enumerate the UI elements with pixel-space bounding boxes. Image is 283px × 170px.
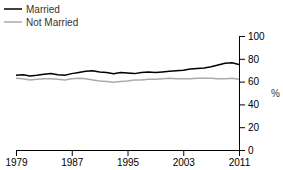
x-tick: 1987 — [61, 150, 84, 168]
chart: 1979 1987 1995 2003 20110 20 40 60 80 100% Married… — [0, 0, 283, 170]
y-tick: 20 — [239, 122, 260, 133]
x-tick: 1979 — [5, 150, 28, 168]
y-tick-mark — [239, 104, 245, 105]
y-tick: 0 — [239, 145, 254, 156]
x-axis: 1979 1987 1995 2003 2011 — [5, 150, 250, 168]
y-tick-label: 100 — [248, 31, 265, 42]
x-tick-label: 2011 — [229, 157, 251, 168]
legend-item: Not Married — [4, 17, 78, 28]
y-axis: 0 20 40 60 80 100 — [239, 31, 265, 156]
x-axis-line — [17, 151, 240, 157]
x-tick-label: 1979 — [5, 157, 28, 168]
y-tick-label: 40 — [248, 99, 260, 110]
x-tick-mark — [72, 150, 73, 156]
plot-area — [16, 63, 239, 82]
y-tick-mark — [239, 127, 245, 128]
series-line — [16, 78, 239, 82]
legend-swatch — [4, 21, 22, 23]
x-tick-mark — [128, 150, 129, 156]
y-tick-mark — [239, 36, 245, 37]
y-tick-label: 60 — [248, 76, 260, 87]
x-tick: 1995 — [117, 150, 140, 168]
y-tick-mark — [239, 82, 245, 83]
legend-label: Not Married — [26, 17, 78, 28]
x-tick-label: 2003 — [173, 157, 196, 168]
y-tick: 80 — [239, 54, 260, 65]
x-tick-label: 1995 — [117, 157, 140, 168]
legend: Married Not Married — [4, 4, 78, 28]
y-tick-label: 20 — [248, 122, 260, 133]
x-tick: 2003 — [173, 150, 196, 168]
y-tick-mark — [239, 150, 245, 151]
series-line — [16, 63, 239, 76]
y-axis-title: % — [271, 88, 280, 99]
y-tick-mark — [239, 59, 245, 60]
y-tick-label: 80 — [248, 54, 260, 65]
legend-swatch — [4, 8, 22, 10]
y-tick: 40 — [239, 99, 260, 110]
y-tick-label: 0 — [248, 145, 254, 156]
y-tick: 100 — [239, 31, 265, 42]
y-tick: 60 — [239, 76, 260, 87]
legend-label: Married — [26, 4, 60, 15]
x-tick-label: 1987 — [61, 157, 84, 168]
y-axis-line — [240, 37, 246, 151]
x-tick-mark — [16, 150, 17, 156]
legend-item: Married — [4, 4, 60, 15]
x-tick-mark — [183, 150, 184, 156]
